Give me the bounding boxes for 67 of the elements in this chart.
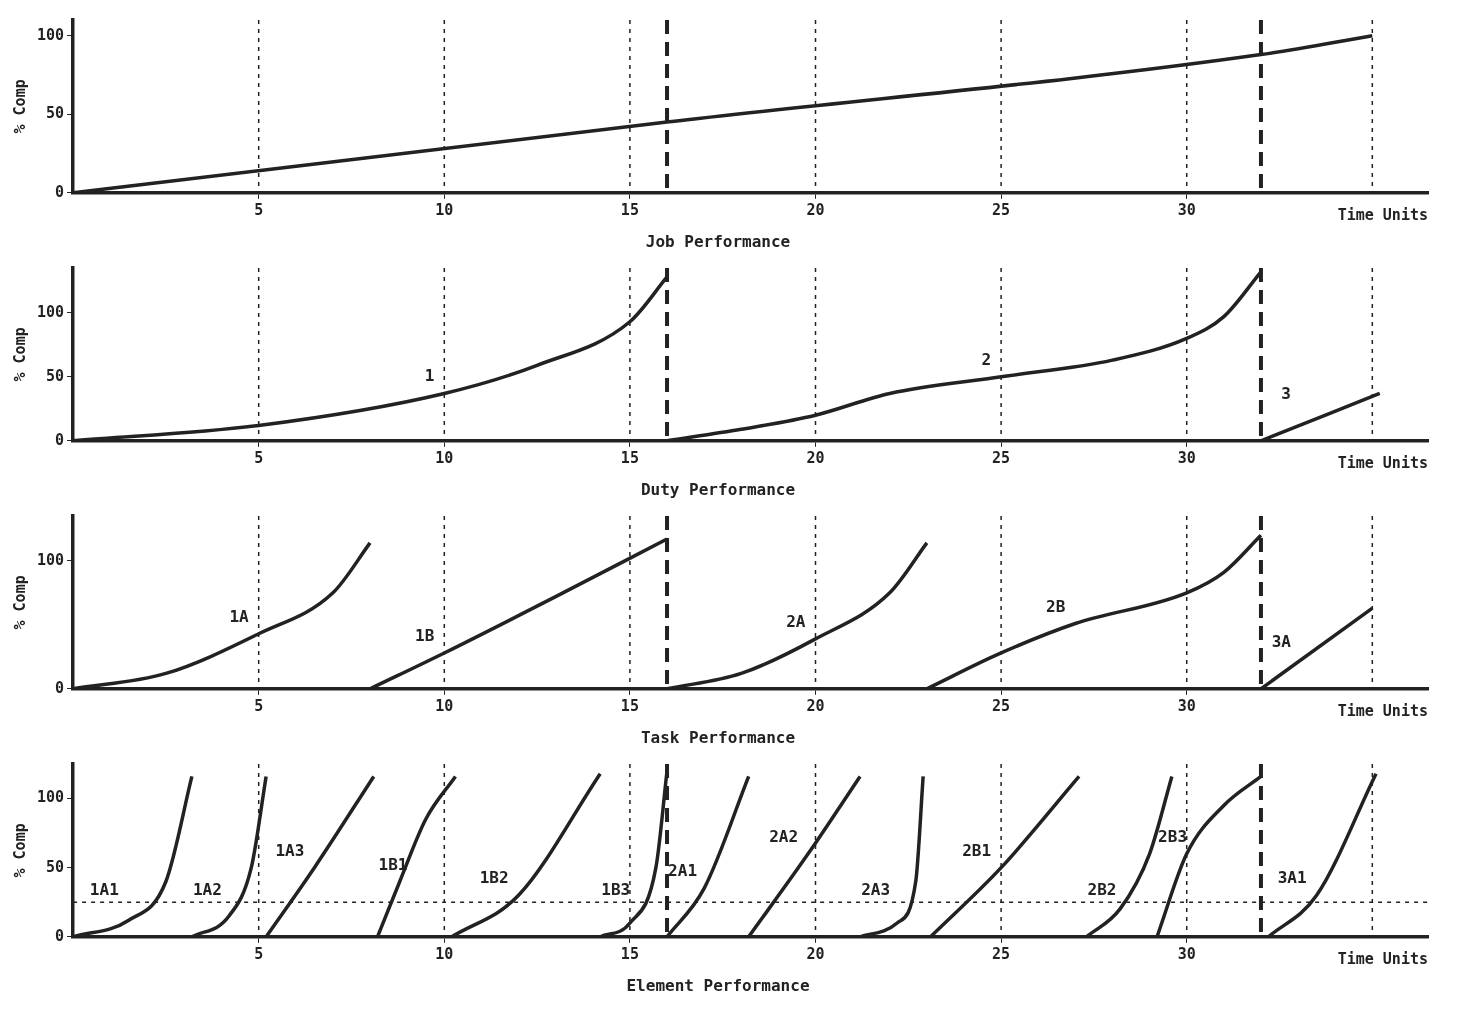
x-axis-title: Time Units [1337,453,1428,472]
x-tick-label: 30 [1177,448,1196,467]
x-tick-label: 5 [254,944,264,963]
y-tick-label: 0 [55,430,65,449]
series-label: 3A [1271,631,1292,651]
x-tick-label: 5 [254,200,264,219]
series-label: 2A3 [861,879,891,899]
y-tick-label: 50 [46,857,65,876]
y-tick-label: 100 [37,302,65,321]
series-label: 1 [424,366,435,386]
text: Task Performance [640,727,796,747]
text: Job Performance [645,231,791,251]
x-tick-label: 25 [992,200,1011,219]
x-tick-label: 10 [435,944,454,963]
series-label: 3 [1281,383,1291,403]
x-tick-label: 20 [806,448,825,467]
text: Duty Performance [640,479,796,499]
y-axis-title: % Comp [10,575,29,630]
y-axis-title: % Comp [10,823,29,878]
y-tick-label: 100 [37,788,65,807]
series-label: 2B3 [1158,826,1188,846]
x-axis-title: Time Units [1337,701,1428,720]
x-tick-label: 30 [1177,944,1196,963]
y-axis-title: % Comp [10,327,29,382]
x-tick-label: 5 [254,696,264,715]
x-tick-label: 30 [1177,696,1196,715]
series-label: 1A2 [192,879,222,899]
y-tick-label: 0 [55,182,65,201]
series-label: 2B1 [962,840,992,860]
y-axis-title: % Comp [10,79,29,134]
y-tick-label: 50 [46,104,65,123]
series-label: 2A1 [668,861,698,881]
x-tick-label: 5 [254,448,264,467]
series-label: 1B2 [479,868,509,888]
series-label: 1A3 [275,840,305,860]
series-label: 2B [1046,596,1066,616]
x-tick-label: 15 [620,448,639,467]
series-label: 1B [415,625,435,645]
series-label: 2A2 [769,826,799,846]
text: Element Performance [626,975,810,995]
x-tick-label: 15 [620,944,639,963]
x-tick-label: 25 [992,448,1011,467]
y-tick-label: 0 [55,926,65,945]
x-tick-label: 20 [806,696,825,715]
x-tick-label: 30 [1177,200,1196,219]
x-tick-label: 15 [620,200,639,219]
series-label: 1B3 [601,879,631,899]
y-tick-label: 50 [46,366,65,385]
x-axis-title: Time Units [1337,949,1428,968]
x-tick-label: 20 [806,200,825,219]
x-tick-label: 25 [992,696,1011,715]
series-label: 2 [981,349,992,369]
series-label: 2B2 [1087,879,1117,899]
x-tick-label: 15 [620,696,639,715]
series-label: 1A [229,606,250,626]
y-tick-label: 100 [37,25,65,44]
x-tick-label: 20 [806,944,825,963]
x-tick-label: 10 [435,448,454,467]
x-tick-label: 25 [992,944,1011,963]
series-label: 2A [786,611,806,631]
x-tick-label: 10 [435,200,454,219]
y-tick-label: 0 [55,678,65,697]
series-label: 3A1 [1277,868,1307,888]
series-label: 1A1 [89,879,119,899]
y-tick-label: 100 [37,550,65,569]
x-tick-label: 10 [435,696,454,715]
x-axis-title: Time Units [1337,205,1428,224]
